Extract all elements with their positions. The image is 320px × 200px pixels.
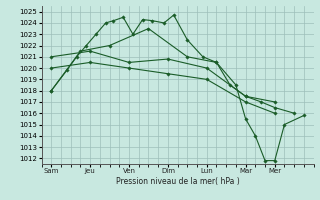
- X-axis label: Pression niveau de la mer( hPa ): Pression niveau de la mer( hPa ): [116, 177, 239, 186]
